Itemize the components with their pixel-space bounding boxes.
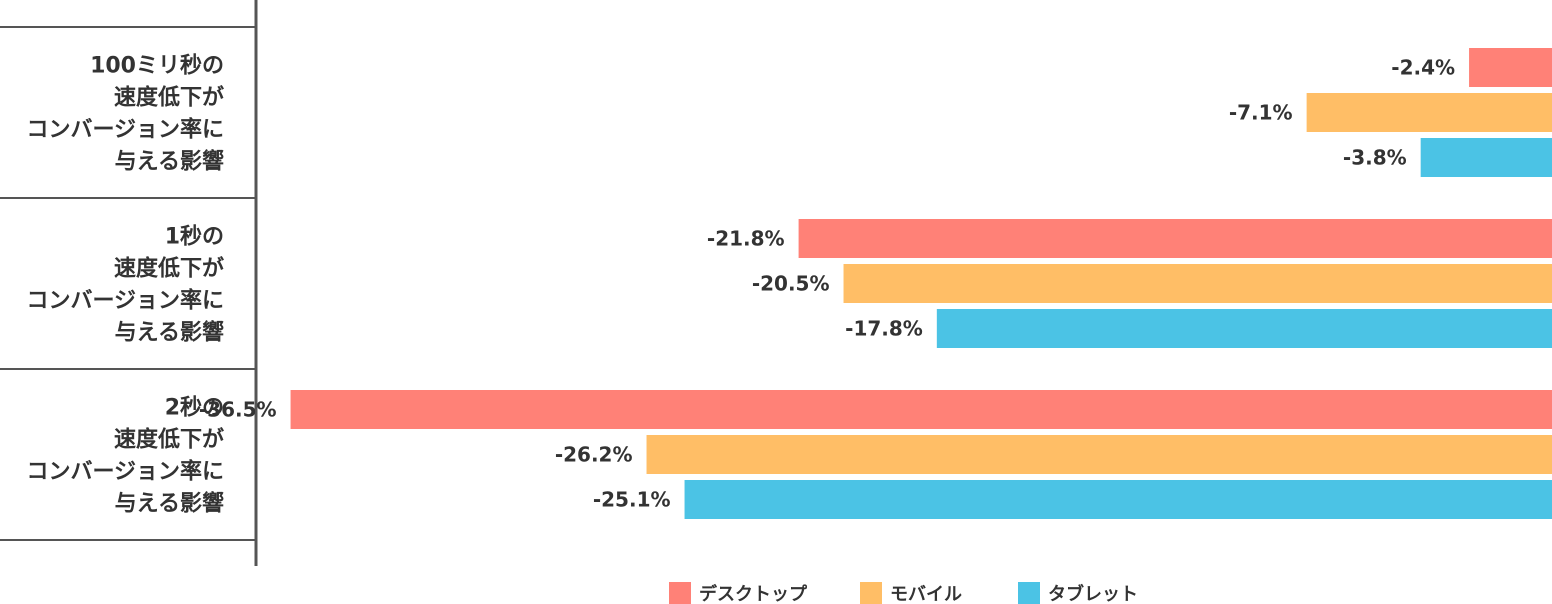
bar	[684, 480, 1552, 519]
bar	[936, 309, 1552, 348]
category-label-line: 速度低下が	[114, 256, 224, 282]
value-label: -20.5%	[752, 272, 830, 296]
category-label-line: 与える影響	[115, 149, 224, 175]
bar	[798, 219, 1552, 258]
category-label-line: 与える影響	[115, 320, 224, 346]
category-label-line: 1秒の	[165, 225, 224, 250]
category-label-line: コンバージョン率に	[26, 117, 224, 143]
category-label-line: 2秒の	[165, 396, 224, 421]
category-label: 100ミリ秒の速度低下がコンバージョン率に与える影響	[26, 54, 224, 175]
legend-swatch	[860, 582, 882, 604]
category-label-line: 速度低下が	[114, 427, 224, 453]
legend-label: タブレット	[1048, 583, 1138, 604]
legend-label: デスクトップ	[699, 583, 808, 604]
value-label: -17.8%	[845, 317, 923, 341]
legend-label: モバイル	[890, 584, 962, 604]
category-label-line: コンバージョン率に	[26, 459, 224, 485]
bar	[290, 390, 1552, 429]
bar	[1306, 93, 1552, 132]
bar	[1469, 48, 1552, 87]
category-label: 2秒の速度低下がコンバージョン率に与える影響	[26, 396, 224, 517]
value-label: -36.5%	[199, 398, 277, 422]
value-label: -2.4%	[1391, 56, 1455, 80]
category-label-line: 速度低下が	[114, 85, 224, 111]
category-label-line: 与える影響	[115, 491, 224, 517]
bar	[843, 264, 1552, 303]
category-label-line: コンバージョン率に	[26, 288, 224, 314]
category-label: 1秒の速度低下がコンバージョン率に与える影響	[26, 225, 224, 346]
value-label: -26.2%	[555, 443, 633, 467]
legend-swatch	[1018, 582, 1040, 604]
bar	[1420, 138, 1552, 177]
value-label: -21.8%	[707, 227, 785, 251]
value-label: -7.1%	[1229, 101, 1293, 125]
value-label: -3.8%	[1343, 146, 1407, 170]
value-label: -25.1%	[593, 488, 671, 512]
category-label-line: 100ミリ秒の	[90, 54, 224, 79]
legend-swatch	[669, 582, 691, 604]
bar	[646, 435, 1552, 474]
